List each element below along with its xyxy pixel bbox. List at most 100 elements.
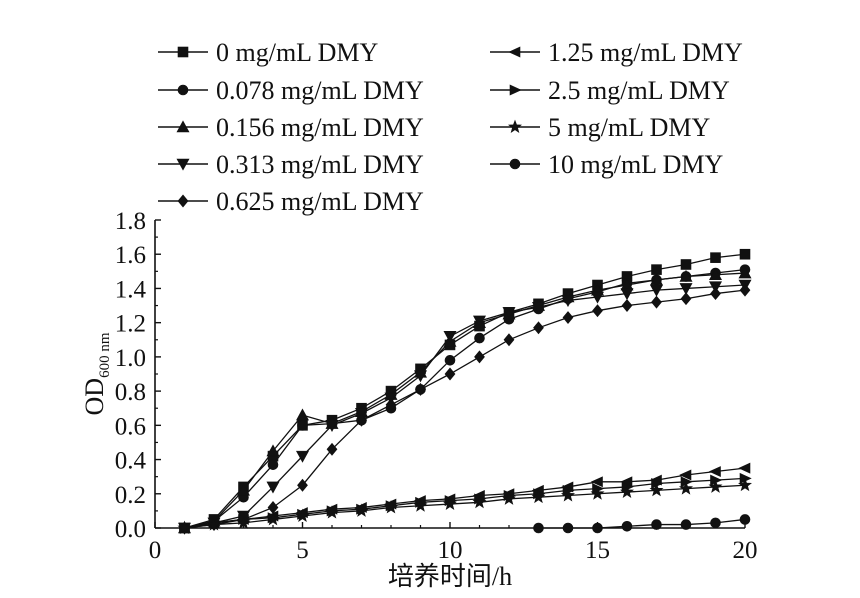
y-tick-label: 1.4: [115, 276, 147, 303]
data-point: [738, 266, 752, 279]
legend-marker: [508, 46, 521, 58]
data-point: [297, 478, 308, 492]
data-point: [325, 420, 339, 432]
legend-item: 0.078 mg/mL DMY: [158, 76, 424, 105]
y-axis-label: OD600 nm: [80, 332, 113, 415]
data-point: [472, 494, 487, 509]
legend-item: 2.5 mg/mL DMY: [490, 76, 730, 105]
data-point: [710, 252, 721, 263]
legend-item: 0 mg/mL DMY: [158, 38, 378, 67]
y-tick-label: 0.4: [115, 448, 147, 475]
data-point: [620, 288, 634, 301]
data-point: [710, 287, 721, 301]
legend-label: 0.156 mg/mL DMY: [216, 113, 424, 142]
data-point: [266, 481, 280, 494]
data-point: [267, 459, 279, 470]
data-point: [592, 522, 603, 534]
y-tick-label: 1.0: [115, 345, 146, 372]
data-point: [385, 398, 397, 412]
series-5: [179, 283, 751, 535]
x-ticks: 0 5 10 15 20: [149, 522, 758, 564]
data-point: [384, 500, 398, 514]
legend-marker: [177, 46, 189, 58]
legend-item: 5 mg/mL DMY: [490, 113, 710, 142]
legend-item: 1.25 mg/mL DMY: [490, 38, 743, 67]
legend-label: 10 mg/mL DMY: [548, 150, 723, 179]
y-tick-label: 1.6: [115, 242, 146, 269]
y-axis-label-main: OD: [80, 378, 109, 416]
data-point: [592, 304, 603, 318]
data-point: [561, 488, 575, 502]
data-point: [503, 333, 515, 347]
y-tick-label: 0.6: [115, 413, 146, 440]
y-tick-label: 1.2: [115, 311, 146, 338]
data-point: [472, 315, 487, 328]
data-point: [738, 477, 752, 492]
data-point: [561, 295, 575, 308]
data-point: [708, 466, 721, 477]
legend: 0 mg/mL DMY 0.078 mg/mL DMY 0.156 mg/mL DM…: [158, 38, 743, 216]
legend-marker: [176, 158, 190, 171]
data-point: [266, 512, 280, 526]
legend-label: 1.25 mg/mL DMY: [548, 38, 743, 67]
data-point: [562, 311, 574, 325]
data-point: [297, 420, 308, 431]
data-point: [444, 367, 456, 381]
x-tick-label: 20: [733, 537, 758, 564]
series-line: [184, 284, 746, 529]
data-point: [620, 484, 634, 499]
legend-marker: [177, 84, 189, 96]
series-line: [184, 253, 746, 529]
data-point: [679, 283, 693, 296]
plot-area: 0 5 10 15 20 0.0 0.2 0.4 0.6 0.8 1.0 1.2 1.4 1.6 1.8: [115, 208, 758, 564]
data-point: [415, 382, 426, 396]
y-tick-label: 0.2: [115, 482, 146, 509]
x-tick-label: 10: [438, 537, 463, 564]
data-point: [680, 519, 692, 530]
y-tick-label: 0.0: [115, 516, 146, 543]
data-point: [649, 483, 664, 497]
data-point: [533, 321, 544, 335]
data-point: [679, 469, 692, 481]
data-point: [590, 486, 605, 500]
series-group: [177, 248, 752, 535]
data-point: [295, 508, 310, 522]
legend-marker: [508, 119, 522, 133]
data-point: [236, 483, 251, 496]
data-point: [651, 264, 662, 275]
series-3: [177, 266, 752, 534]
data-point: [502, 491, 516, 505]
y-tick-label: 1.8: [115, 208, 146, 235]
legend-marker: [176, 120, 190, 133]
data-point: [651, 519, 662, 530]
data-point: [562, 522, 574, 534]
data-point: [502, 307, 516, 320]
data-point: [708, 479, 723, 493]
data-point: [413, 370, 428, 383]
legend-item: 10 mg/mL DMY: [490, 150, 723, 179]
data-point: [680, 292, 692, 306]
data-point: [531, 489, 546, 504]
data-point: [295, 450, 310, 463]
series-8: [177, 477, 752, 534]
data-point: [354, 503, 369, 517]
legend-label: 2.5 mg/mL DMY: [548, 76, 730, 105]
data-point: [649, 284, 664, 297]
y-tick-label: 0.8: [115, 379, 146, 406]
data-point: [266, 444, 280, 457]
legend-marker: [177, 194, 189, 208]
data-point: [621, 520, 633, 532]
data-point: [739, 248, 751, 260]
y-axis-label-subscript: 600 nm: [97, 332, 113, 378]
data-point: [651, 295, 662, 309]
legend-marker: [509, 158, 521, 170]
data-point: [326, 442, 338, 456]
series-9: [533, 514, 751, 534]
data-point: [443, 331, 457, 343]
data-point: [621, 299, 633, 313]
series-line: [184, 289, 746, 529]
data-point: [590, 476, 603, 488]
data-point: [679, 481, 693, 495]
data-point: [680, 259, 692, 270]
